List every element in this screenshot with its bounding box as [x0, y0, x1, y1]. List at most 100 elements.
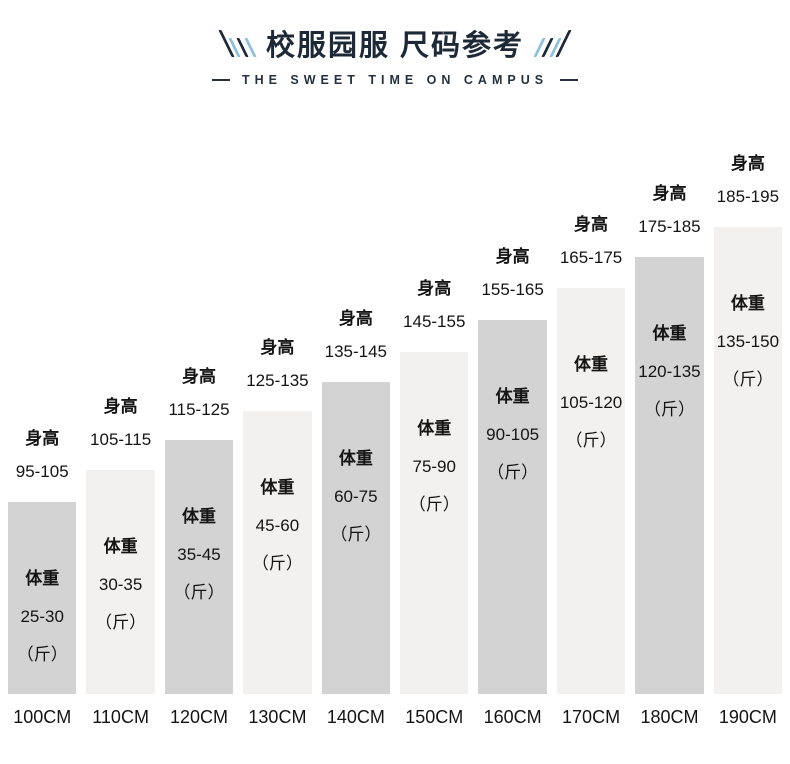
height-title: 身高 [730, 154, 765, 173]
size-column-190cm: 身高 185-195 体重 135-150 （斤） 190CM [713, 147, 783, 740]
size-bar: 体重 25-30 （斤） [8, 502, 77, 694]
weight-unit: （斤） [16, 645, 68, 664]
weight-unit: （斤） [487, 463, 539, 482]
height-title: 身高 [574, 215, 609, 234]
height-range: 175-185 [638, 217, 701, 236]
size-bar: 体重 60-75 （斤） [321, 382, 391, 694]
header: 校服园服 尺码参考 THE SWEET TIME ON CAMPUS [0, 22, 790, 87]
height-range: 145-155 [403, 312, 466, 331]
height-title: 身高 [495, 247, 530, 266]
weight-range: 75-90 [412, 457, 456, 476]
weight-range: 135-150 [716, 332, 780, 351]
height-label: 身高 125-135 [243, 331, 311, 397]
size-bar: 体重 45-60 （斤） [243, 411, 312, 694]
weight-unit: （斤） [173, 583, 225, 602]
weight-unit: （斤） [330, 525, 382, 544]
weight-title: 体重 [103, 537, 138, 556]
height-range: 135-145 [324, 342, 388, 361]
height-range: 165-175 [559, 248, 623, 267]
height-range: 185-195 [716, 187, 780, 206]
height-title: 身高 [338, 309, 373, 328]
size-column-150cm: 身高 145-155 体重 75-90 （斤） 150CM [400, 272, 469, 740]
height-title: 身高 [260, 338, 295, 357]
weight-title: 体重 [417, 419, 452, 438]
size-column-100cm: 身高 95-105 体重 25-30 （斤） 100CM [8, 422, 77, 740]
size-bar: 体重 90-105 （斤） [478, 320, 547, 694]
page-subtitle: THE SWEET TIME ON CAMPUS [241, 73, 549, 87]
weight-unit: （斤） [408, 495, 460, 514]
size-label: 100CM [13, 707, 72, 727]
height-title: 身高 [25, 429, 60, 448]
size-bar: 体重 35-45 （斤） [164, 440, 234, 694]
height-label: 身高 165-175 [557, 208, 625, 274]
size-column-170cm: 身高 165-175 体重 105-120 （斤） 170CM [556, 208, 626, 740]
height-title: 身高 [417, 279, 452, 298]
weight-title: 体重 [182, 507, 217, 526]
height-title: 身高 [652, 184, 687, 203]
weight-title: 体重 [25, 569, 60, 588]
weight-range: 60-75 [334, 487, 378, 506]
height-label: 身高 185-195 [714, 147, 782, 213]
height-label: 身高 105-115 [86, 390, 154, 456]
size-bar: 体重 135-150 （斤） [713, 227, 783, 694]
size-bar: 体重 75-90 （斤） [400, 352, 469, 694]
size-column-120cm: 身高 115-125 体重 35-45 （斤） 120CM [164, 360, 234, 740]
weight-range: 35-45 [177, 545, 221, 564]
size-column-110cm: 身高 105-115 体重 30-35 （斤） 110CM [86, 390, 155, 740]
height-range: 115-125 [168, 400, 230, 419]
weight-title: 体重 [652, 324, 687, 343]
size-column-130cm: 身高 125-135 体重 45-60 （斤） 130CM [243, 331, 312, 740]
weight-range: 30-35 [98, 575, 143, 594]
weight-unit: （斤） [565, 431, 617, 450]
height-label: 身高 155-165 [478, 240, 546, 306]
height-label: 身高 175-185 [635, 177, 703, 243]
size-chart: 身高 95-105 体重 25-30 （斤） 100CM 身高 105-115 … [8, 147, 783, 740]
height-label: 身高 115-125 [165, 360, 233, 426]
weight-unit: （斤） [95, 613, 147, 632]
size-label: 190CM [718, 707, 777, 727]
weight-title: 体重 [260, 478, 295, 497]
weight-title: 体重 [730, 294, 765, 313]
size-label: 180CM [640, 707, 699, 727]
size-label: 120CM [170, 707, 229, 727]
height-title: 身高 [103, 397, 138, 416]
size-column-140cm: 身高 135-145 体重 60-75 （斤） 140CM [321, 302, 391, 740]
height-label: 身高 135-145 [322, 302, 390, 368]
weight-unit: （斤） [643, 400, 695, 419]
size-bar: 体重 105-120 （斤） [556, 288, 626, 694]
slash-decoration-left-icon [218, 29, 257, 57]
weight-range: 120-135 [638, 362, 701, 381]
title-row: 校服园服 尺码参考 [0, 22, 790, 64]
height-range: 155-165 [481, 280, 544, 299]
weight-range: 90-105 [486, 425, 540, 444]
weight-range: 45-60 [255, 516, 300, 535]
size-label: 170CM [562, 707, 621, 727]
size-bar: 体重 30-35 （斤） [86, 470, 155, 694]
weight-unit: （斤） [722, 370, 774, 389]
weight-title: 体重 [338, 449, 373, 468]
weight-range: 105-120 [559, 393, 623, 412]
size-bar: 体重 120-135 （斤） [635, 257, 704, 694]
size-label: 140CM [326, 707, 385, 727]
height-label: 身高 145-155 [400, 272, 468, 338]
size-label: 130CM [248, 707, 307, 727]
weight-range: 25-30 [20, 607, 64, 626]
size-label: 110CM [92, 707, 149, 727]
size-label: 160CM [483, 707, 542, 727]
subtitle-line-right [560, 79, 579, 81]
height-label: 身高 95-105 [8, 422, 76, 488]
weight-title: 体重 [574, 355, 609, 374]
size-column-160cm: 身高 155-165 体重 90-105 （斤） 160CM [478, 240, 547, 740]
height-title: 身高 [182, 367, 217, 386]
subtitle-line-left [211, 79, 230, 81]
size-label: 150CM [405, 707, 464, 727]
slash-decoration-right-icon [533, 29, 572, 57]
subtitle-row: THE SWEET TIME ON CAMPUS [0, 73, 790, 87]
weight-unit: （斤） [251, 554, 303, 573]
size-column-180cm: 身高 175-185 体重 120-135 （斤） 180CM [635, 177, 704, 740]
height-range: 125-135 [246, 371, 309, 390]
height-range: 95-105 [15, 462, 69, 481]
height-range: 105-115 [90, 430, 152, 449]
page-title: 校服园服 尺码参考 [265, 30, 525, 62]
